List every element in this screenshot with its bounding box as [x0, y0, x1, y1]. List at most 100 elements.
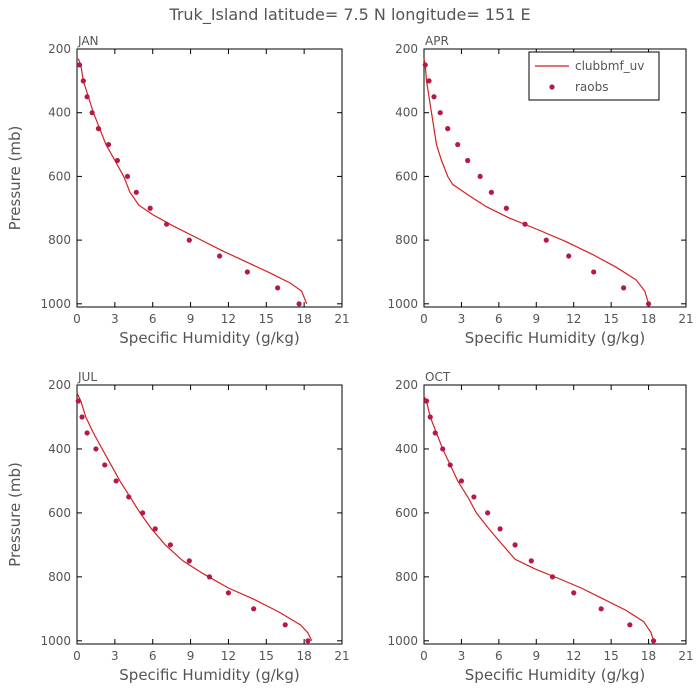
panel-label: JAN: [77, 34, 99, 48]
x-tick-label: 15: [604, 649, 619, 663]
data-point-raobs: [76, 62, 83, 68]
y-tick-label: 600: [48, 506, 71, 520]
data-point-raobs: [645, 301, 652, 307]
data-point-raobs: [485, 510, 491, 516]
data-point-raobs: [549, 574, 556, 580]
data-point-raobs: [543, 237, 549, 243]
data-point-raobs: [126, 494, 132, 500]
data-point-raobs: [105, 141, 112, 148]
panel-jan: JAN 0 3 6 9 12 15 18 21 200 400 600 800 1000 Specific …: [6, 34, 350, 347]
x-tick-label: 12: [566, 312, 581, 326]
data-point-raobs: [437, 110, 443, 116]
data-point-raobs: [522, 221, 528, 227]
x-axis-label: Specific Humidity (g/kg): [119, 329, 299, 347]
data-point-raobs: [422, 62, 428, 68]
x-tick-label: 6: [149, 649, 157, 663]
data-point-raobs: [431, 94, 437, 100]
data-point-raobs: [598, 606, 604, 612]
data-point-raobs: [114, 157, 120, 164]
data-point-raobs: [650, 638, 657, 644]
data-point-raobs: [186, 237, 192, 243]
data-point-raobs: [305, 638, 311, 644]
data-point-raobs: [512, 542, 518, 548]
x-tick-label: 6: [495, 312, 503, 326]
data-point-raobs: [225, 590, 232, 596]
series-line-clubbmf_uv: [423, 395, 655, 641]
data-point-raobs: [426, 78, 432, 84]
data-point-raobs: [216, 253, 223, 259]
legend-label: clubbmf_uv: [575, 59, 644, 73]
x-tick-label: 0: [73, 312, 81, 326]
data-point-raobs: [163, 221, 170, 227]
data-point-raobs: [251, 606, 257, 612]
data-point-raobs: [423, 398, 430, 404]
legend-marker-swatch: [549, 84, 555, 90]
y-tick-label: 200: [395, 378, 418, 392]
y-tick-label: 400: [395, 106, 418, 120]
panel-apr: APR 0 3 6 9 12 15 18 21 200 400 600 800 1000 Specific …: [387, 34, 693, 347]
x-tick-label: 18: [297, 312, 312, 326]
x-tick-label: 9: [187, 312, 195, 326]
x-tick-label: 0: [73, 649, 81, 663]
y-tick-label: 200: [395, 42, 418, 56]
series-line-clubbmf_uv: [77, 58, 308, 305]
x-axis-label: Specific Humidity (g/kg): [465, 329, 645, 347]
data-point-raobs: [528, 558, 534, 564]
y-axis-label: Pressure (mb): [6, 462, 24, 567]
data-point-raobs: [497, 526, 503, 532]
y-tick-label: 800: [395, 570, 418, 584]
data-point-raobs: [571, 590, 577, 596]
data-point-raobs: [95, 126, 102, 132]
data-point-raobs: [140, 510, 146, 516]
x-tick-label: 3: [458, 649, 466, 663]
y-tick-label: 400: [395, 442, 418, 456]
panel-label: APR: [425, 34, 449, 48]
x-tick-label: 3: [111, 649, 119, 663]
data-point-raobs: [93, 446, 99, 452]
figure-title: Truk_Island latitude= 7.5 N longitude= 1…: [168, 5, 530, 25]
x-tick-label: 0: [420, 649, 428, 663]
x-tick-label: 18: [641, 312, 656, 326]
x-tick-label: 3: [111, 312, 119, 326]
data-point-raobs: [591, 269, 597, 275]
panel-label: JUL: [77, 370, 97, 384]
y-tick-label: 800: [48, 570, 71, 584]
data-point-raobs: [244, 269, 250, 275]
data-point-raobs: [186, 558, 192, 564]
x-tick-label: 12: [221, 312, 236, 326]
x-tick-label: 3: [458, 312, 466, 326]
panel-label: OCT: [425, 370, 451, 384]
data-point-raobs: [80, 78, 86, 84]
y-axis-label: Pressure (mb): [6, 126, 24, 231]
x-axis-label: Specific Humidity (g/kg): [119, 666, 299, 684]
x-tick-label: 18: [297, 649, 312, 663]
data-point-raobs: [89, 110, 95, 116]
data-point-raobs: [621, 285, 627, 291]
y-tick-label: 200: [48, 378, 71, 392]
data-point-raobs: [102, 462, 108, 468]
x-tick-label: 18: [641, 649, 656, 663]
x-tick-label: 9: [532, 312, 540, 326]
data-point-raobs: [488, 189, 494, 195]
x-tick-label: 12: [221, 649, 236, 663]
data-point-raobs: [206, 574, 213, 580]
x-axis-label: Specific Humidity (g/kg): [465, 666, 645, 684]
data-point-raobs: [455, 141, 461, 148]
x-tick-label: 15: [259, 312, 274, 326]
data-point-raobs: [445, 126, 451, 132]
data-point-raobs: [447, 462, 453, 468]
plot-frame: [423, 48, 687, 308]
x-tick-label: 15: [604, 312, 619, 326]
legend-box: [528, 51, 660, 101]
x-tick-label: 9: [187, 649, 195, 663]
y-tick-label: 400: [48, 442, 71, 456]
y-tick-label: 600: [395, 506, 418, 520]
y-tick-label: 1000: [40, 297, 71, 311]
series-line-clubbmf_uv: [423, 58, 650, 304]
legend-label: raobs: [575, 80, 609, 94]
panel-oct: OCT 0 3 6 9 12 15 18 21 200 400 600 800 1000 Specific …: [387, 370, 693, 684]
data-point-raobs: [79, 414, 85, 420]
data-point-raobs: [124, 173, 131, 180]
